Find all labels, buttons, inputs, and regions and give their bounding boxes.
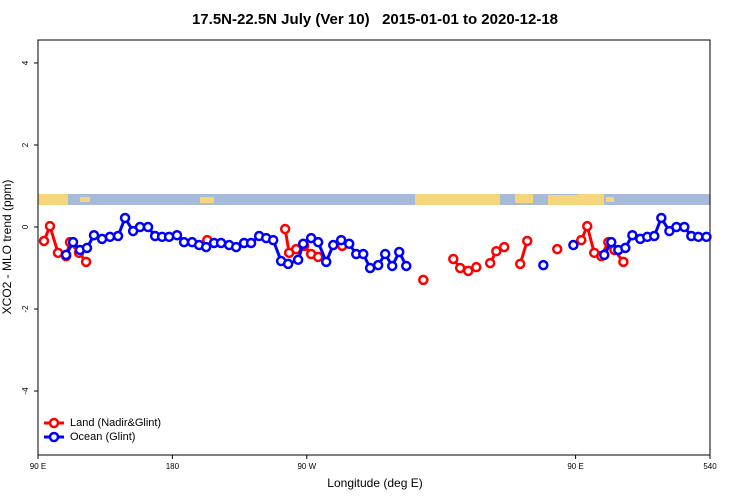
y-tick-label: 4	[21, 60, 30, 65]
data-point	[200, 241, 212, 253]
data-point	[618, 256, 629, 268]
data-point	[81, 242, 93, 254]
data-point	[701, 231, 712, 243]
data-point	[401, 260, 412, 272]
y-axis-label: XCO2 - MLO trend (ppm)	[0, 180, 14, 315]
chart-title: 17.5N-22.5N July (Ver 10) 2015-01-01 to …	[192, 11, 558, 28]
data-point	[297, 238, 309, 250]
plot-frame	[37, 39, 711, 456]
map-strip	[38, 194, 710, 205]
data-point	[599, 249, 610, 261]
y-tick-label: 2	[21, 142, 30, 147]
data-point	[357, 248, 369, 260]
data-point	[267, 234, 279, 246]
data-point	[104, 231, 116, 243]
data-point	[448, 253, 459, 265]
data-point	[379, 248, 391, 260]
data-point	[142, 221, 154, 233]
x-tick-label: 90 E	[567, 462, 583, 471]
data-point	[521, 235, 533, 247]
data-point	[230, 241, 242, 253]
data-point	[171, 229, 183, 241]
data-point	[312, 236, 324, 248]
x-axis-label: Longitude (deg E)	[327, 476, 422, 490]
data-point	[44, 220, 56, 232]
data-point	[514, 258, 526, 270]
data-point	[551, 243, 563, 255]
legend-label: Ocean (Glint)	[70, 431, 135, 443]
y-tick-label: -2	[21, 305, 30, 313]
data-point	[52, 247, 64, 259]
data-point	[67, 236, 79, 248]
data-point	[178, 236, 190, 248]
data-point	[693, 231, 704, 243]
data-point	[498, 241, 510, 253]
x-tick-label: 540	[703, 462, 717, 471]
x-tick-label: 90 W	[297, 462, 316, 471]
data-point	[38, 235, 50, 247]
data-point	[292, 254, 304, 266]
data-point	[462, 265, 474, 277]
data-point	[454, 262, 466, 274]
data-point	[112, 230, 124, 242]
data-point	[282, 258, 294, 270]
data-point	[335, 234, 347, 246]
data-point	[215, 237, 227, 249]
data-point	[312, 251, 324, 263]
data-point	[327, 239, 339, 251]
data-point	[471, 261, 482, 273]
data-point	[568, 239, 579, 251]
data-point	[119, 212, 131, 224]
data-point	[279, 223, 291, 235]
data-point	[620, 242, 631, 254]
data-point	[606, 236, 617, 248]
data-point	[491, 245, 502, 257]
y-tick-label: 0	[21, 224, 30, 229]
data-point	[320, 256, 332, 268]
data-point	[627, 229, 638, 241]
data-point	[245, 237, 257, 249]
legend-label: Land (Nadir&Glint)	[70, 417, 161, 429]
data-point	[372, 259, 384, 271]
data-point	[649, 230, 660, 242]
x-tick-label: 90 E	[30, 462, 46, 471]
legend-marker	[48, 431, 60, 443]
data-point	[576, 234, 587, 246]
data-point	[418, 274, 429, 286]
data-point	[656, 212, 667, 224]
data-point	[60, 249, 72, 261]
data-point	[538, 259, 549, 271]
data-point	[343, 238, 355, 250]
data-point	[393, 246, 405, 258]
data-point	[364, 262, 376, 274]
x-tick-label: 180	[166, 462, 180, 471]
data-point	[88, 229, 100, 241]
data-point	[134, 221, 146, 233]
data-point	[484, 257, 496, 269]
data-point	[386, 260, 398, 272]
legend-marker	[48, 417, 60, 429]
data-point	[80, 256, 92, 268]
y-tick-label: -4	[21, 387, 30, 395]
data-point	[679, 221, 690, 233]
data-point	[581, 220, 593, 232]
